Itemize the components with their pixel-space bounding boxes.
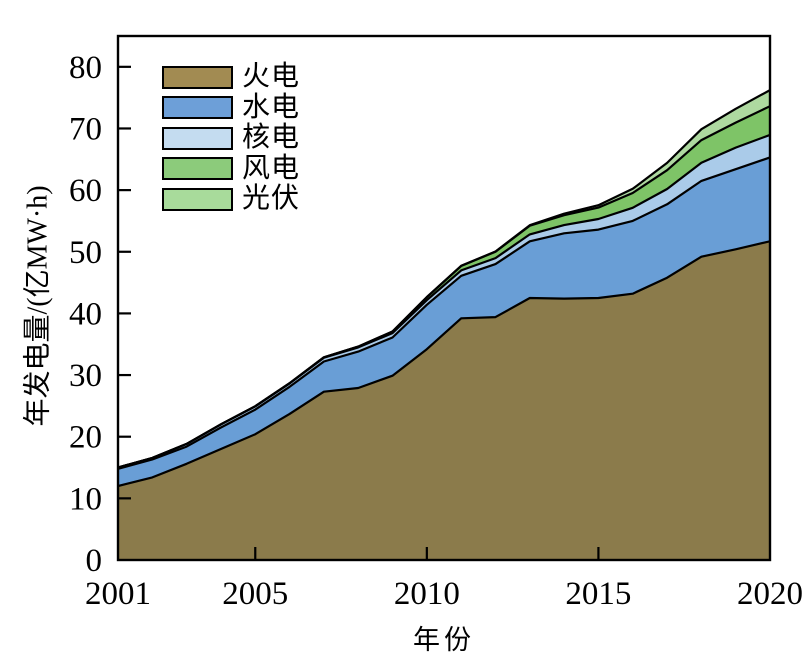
x-tick-label-2015: 2015: [565, 576, 631, 612]
boundary-thermal: [118, 240, 770, 488]
x-tick-label-2010: 2010: [394, 576, 460, 612]
y-tick-label-60: 60: [69, 173, 102, 209]
y-tick-label-20: 20: [69, 420, 102, 456]
x-tick-label-2020: 2020: [737, 576, 803, 612]
legend-item-hydro: 水电: [162, 93, 300, 124]
legend-swatch-hydro: [162, 96, 233, 120]
y-tick-label-70: 70: [69, 111, 102, 147]
y-tick-label-0: 0: [86, 543, 103, 579]
x-tick-label-2005: 2005: [222, 576, 288, 612]
y-tick-label-50: 50: [69, 235, 102, 271]
legend-item-solar: 光伏: [162, 184, 300, 215]
boundary-solar: [118, 89, 770, 469]
y-tick-label-10: 10: [69, 481, 102, 517]
legend-swatch-thermal: [162, 65, 233, 89]
y-tick-label-80: 80: [69, 50, 102, 86]
y-tick-label-40: 40: [69, 296, 102, 332]
legend: 火电 水电 核电 风电 光伏: [162, 62, 300, 215]
legend-item-thermal: 火电: [162, 62, 300, 93]
legend-item-wind: 风电: [162, 154, 300, 185]
plot-area: [118, 89, 770, 560]
legend-swatch-wind: [162, 157, 233, 181]
legend-label-hydro: 水电: [242, 91, 301, 123]
area-nuclear: [118, 134, 770, 469]
legend-label-nuclear: 核电: [242, 122, 301, 154]
area-wind: [118, 106, 770, 468]
y-tick-label-30: 30: [69, 358, 102, 394]
boundary-hydro: [118, 156, 770, 470]
legend-label-wind: 风电: [242, 152, 301, 184]
legend-swatch-solar: [162, 187, 233, 211]
plot-frame: [116, 34, 772, 562]
y-axis-title-text: 年发电量/(亿MW·h): [23, 185, 55, 427]
legend-label-solar: 光伏: [242, 183, 301, 215]
x-tick-label-2001: 2001: [85, 576, 151, 612]
x-axis-title: 年份: [413, 625, 475, 655]
legend-item-nuclear: 核电: [162, 123, 300, 154]
legend-swatch-nuclear: [162, 126, 233, 150]
area-hydro: [118, 157, 770, 486]
area-thermal: [118, 241, 770, 560]
legend-label-thermal: 火电: [242, 61, 301, 93]
